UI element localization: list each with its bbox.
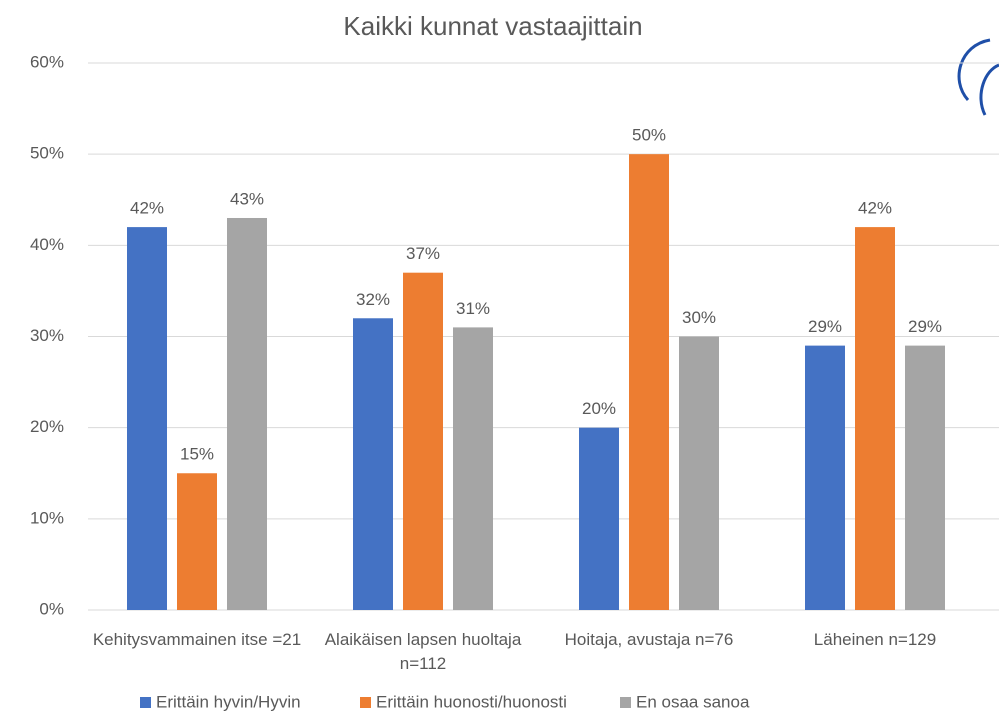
y-tick-label: 0% [39,599,64,618]
x-tick-label: Kehitysvammainen itse =21 [92,630,302,649]
y-tick-label: 60% [30,52,64,71]
data-label: 31% [456,299,490,318]
data-label: 42% [858,199,892,218]
logo [957,38,999,116]
bar [805,345,845,610]
data-label: 29% [908,317,942,336]
bar [855,227,895,610]
data-label: 37% [406,244,440,263]
y-tick-label: 40% [30,235,64,254]
y-tick-label: 20% [30,417,64,436]
bar [629,154,669,610]
bar [353,318,393,610]
x-tick-label: Hoitaja, avustaja n=76 [564,630,734,649]
bar [579,427,619,610]
y-tick-label: 50% [30,144,64,163]
bar [227,217,267,610]
legend-swatch [360,697,371,708]
x-tick-label: Läheinen n=129 [813,630,937,649]
bar [453,327,493,610]
data-label: 29% [808,317,842,336]
data-label: 30% [682,308,716,327]
bar [177,473,217,610]
y-tick-label: 30% [30,326,64,345]
legend-swatch [140,697,151,708]
data-label: 20% [582,399,616,418]
legend-swatch [620,697,631,708]
bar [403,272,443,610]
legend-label: Erittäin hyvin/Hyvin [156,692,301,711]
data-label: 42% [130,199,164,218]
data-label: 50% [632,126,666,145]
bar [127,227,167,610]
bar [679,336,719,610]
data-label: 32% [356,290,390,309]
y-tick-label: 10% [30,508,64,527]
x-tick-label: Alaikäisen lapsen huoltaja n=112 [324,630,522,673]
bar [905,345,945,610]
legend-label: Erittäin huonosti/huonosti [376,692,567,711]
legend-label: En osaa sanoa [636,692,750,711]
data-label: 43% [230,189,264,208]
data-label: 15% [180,445,214,464]
chart-title: Kaikki kunnat vastaajittain [343,11,642,41]
